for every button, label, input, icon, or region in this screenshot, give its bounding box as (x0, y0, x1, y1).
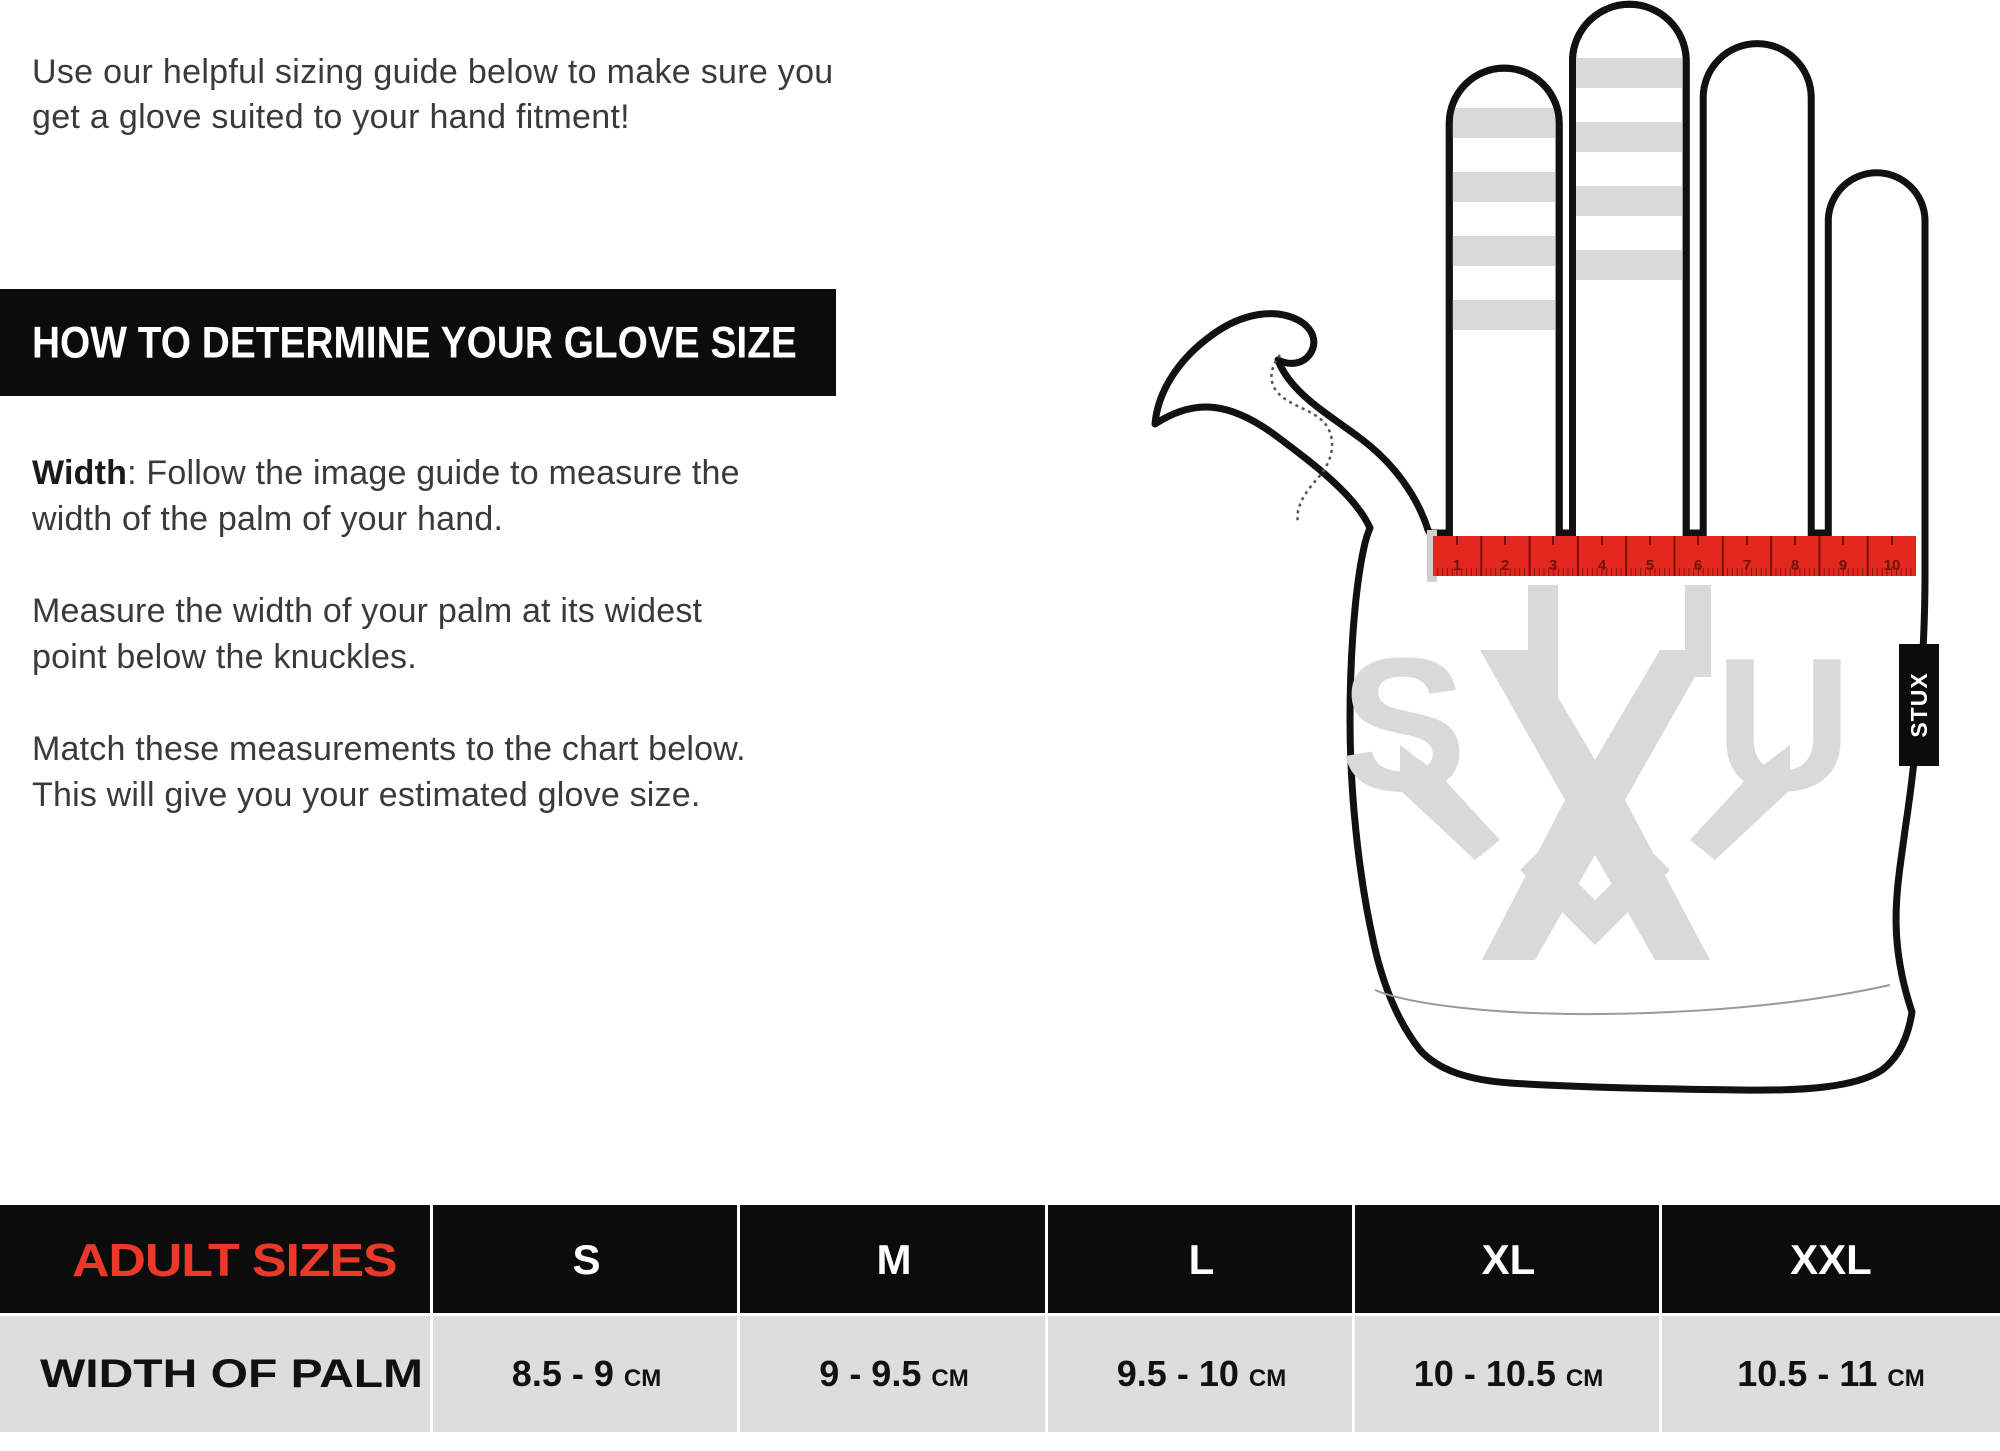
svg-text:1: 1 (1453, 557, 1461, 574)
svg-text:U: U (1715, 619, 1852, 831)
svg-text:6: 6 (1694, 557, 1702, 574)
svg-text:7: 7 (1743, 557, 1751, 574)
svg-text:10: 10 (1884, 557, 1901, 574)
svg-text:5: 5 (1646, 557, 1654, 574)
svg-text:8: 8 (1791, 557, 1799, 574)
svg-text:3: 3 (1549, 557, 1557, 574)
svg-text:4: 4 (1598, 557, 1607, 574)
svg-text:STUX: STUX (1906, 672, 1932, 737)
svg-text:2: 2 (1501, 557, 1509, 574)
svg-text:9: 9 (1839, 557, 1847, 574)
